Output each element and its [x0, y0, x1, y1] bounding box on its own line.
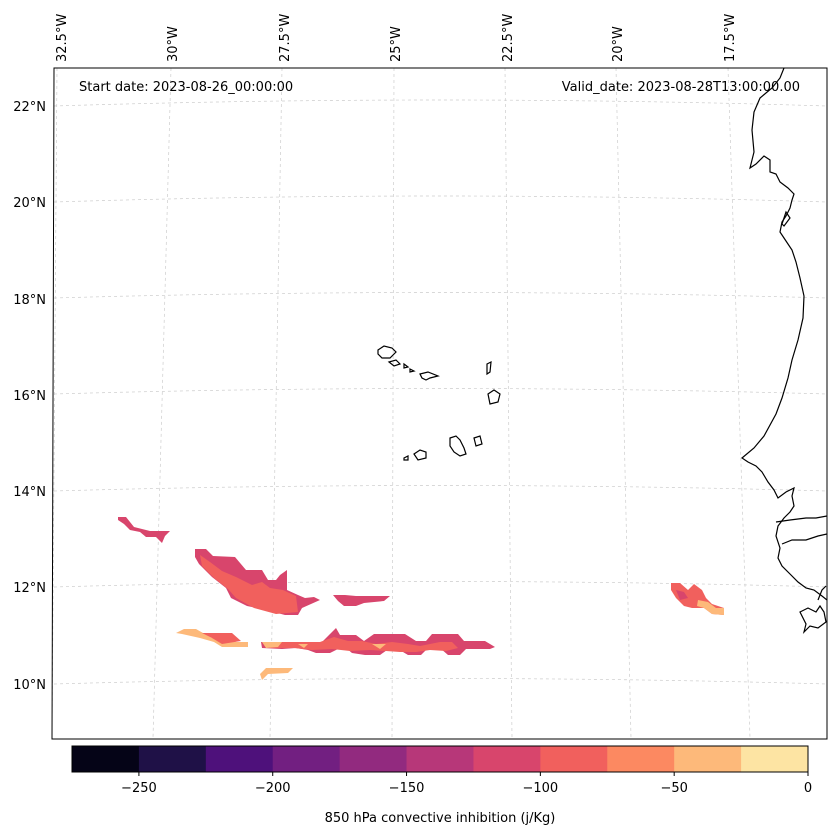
- colorbar-bin: [607, 746, 675, 772]
- island-sal: [486, 360, 492, 376]
- colorbar-bin: [272, 746, 341, 772]
- lat-label: 10°N: [13, 678, 46, 693]
- lon-label: 22.5°W: [501, 14, 516, 62]
- colorbar-frame: [71, 745, 809, 773]
- colorbar-bin: [205, 746, 274, 772]
- island-sao-nicolau: [419, 371, 440, 381]
- colorbar-label: 850 hPa convective inhibition (j/Kg): [325, 811, 556, 826]
- island-santa-luzia: [403, 362, 410, 369]
- cin-patch: [298, 644, 308, 648]
- colorbar-tick-label: −200: [255, 781, 291, 796]
- lon-label: 20°W: [611, 26, 626, 62]
- lat-label: 14°N: [13, 485, 46, 500]
- island-maio: [473, 435, 483, 447]
- coastlines: [377, 68, 827, 634]
- gridlines: [52, 68, 827, 739]
- map-panel: [51, 67, 828, 740]
- bijagos-coast: [799, 604, 827, 634]
- lon-label: 32.5°W: [55, 14, 70, 62]
- africa-coastline: [740, 68, 827, 601]
- longitude-labels: 32.5°W 30°W 27.5°W 25°W 22.5°W 20°W 17.5…: [55, 14, 738, 62]
- cin-patch: [697, 600, 724, 615]
- cin-patch: [676, 590, 688, 600]
- cin-patch: [333, 595, 390, 606]
- island-boa-vista: [487, 389, 501, 405]
- cin-patch: [372, 644, 386, 649]
- lon-label: 30°W: [166, 26, 181, 62]
- colorbar-bin: [72, 746, 140, 772]
- start-date-label: Start date: 2023-08-26_00:00:00: [79, 80, 293, 95]
- colorbar-bin: [138, 746, 207, 772]
- lat-label: 16°N: [13, 389, 46, 404]
- colorbar-tick-label: −50: [660, 781, 687, 796]
- lat-label: 22°N: [13, 100, 46, 115]
- cin-patch: [200, 555, 298, 614]
- colorbar-bin: [674, 746, 742, 772]
- island-santiago: [449, 435, 467, 457]
- cin-patch: [266, 637, 458, 652]
- colorbar-tick-label: −100: [523, 781, 559, 796]
- colorbar-tick-label: 0: [804, 781, 812, 796]
- lon-label: 25°W: [389, 26, 404, 62]
- colorbar-bin: [741, 746, 809, 772]
- colorbar-tick-label: −150: [389, 781, 425, 796]
- tidra-islands: [781, 210, 791, 227]
- colorbar-bin: [473, 746, 541, 772]
- cin-field: [118, 517, 724, 680]
- island-sao-vicente: [387, 359, 402, 367]
- coastline-south: [817, 585, 827, 601]
- coast-detail: [781, 533, 827, 545]
- colorbar-ticks: −250 −200 −150 −100 −50 0: [121, 772, 812, 796]
- colorbar-bin: [406, 746, 474, 772]
- lon-label: 17.5°W: [723, 14, 738, 62]
- colorbar-bin: [540, 746, 608, 772]
- cin-patch: [202, 633, 241, 644]
- island-santo-antao: [377, 345, 397, 359]
- colorbar-bins: [72, 746, 809, 772]
- island-razo: [409, 368, 416, 373]
- island-fogo: [413, 449, 427, 461]
- lat-label: 18°N: [13, 293, 46, 308]
- cin-patch: [260, 668, 293, 680]
- cin-patch: [262, 642, 282, 648]
- map-frame: [51, 67, 828, 740]
- colorbar: −250 −200 −150 −100 −50 0 850 hPa convective …: [71, 745, 812, 826]
- lon-label: 27.5°W: [278, 14, 293, 62]
- valid-date-label: Valid_date: 2023-08-28T13:00:00.00: [562, 80, 800, 95]
- cin-patch: [118, 517, 170, 543]
- island-brava: [403, 455, 409, 461]
- lat-label: 12°N: [13, 581, 46, 596]
- colorbar-tick-label: −250: [121, 781, 157, 796]
- latitude-labels: 22°N 20°N 18°N 16°N 14°N 12°N 10°N: [13, 100, 46, 693]
- colorbar-bin: [339, 746, 408, 772]
- lat-label: 20°N: [13, 196, 46, 211]
- gambia-river: [775, 515, 827, 523]
